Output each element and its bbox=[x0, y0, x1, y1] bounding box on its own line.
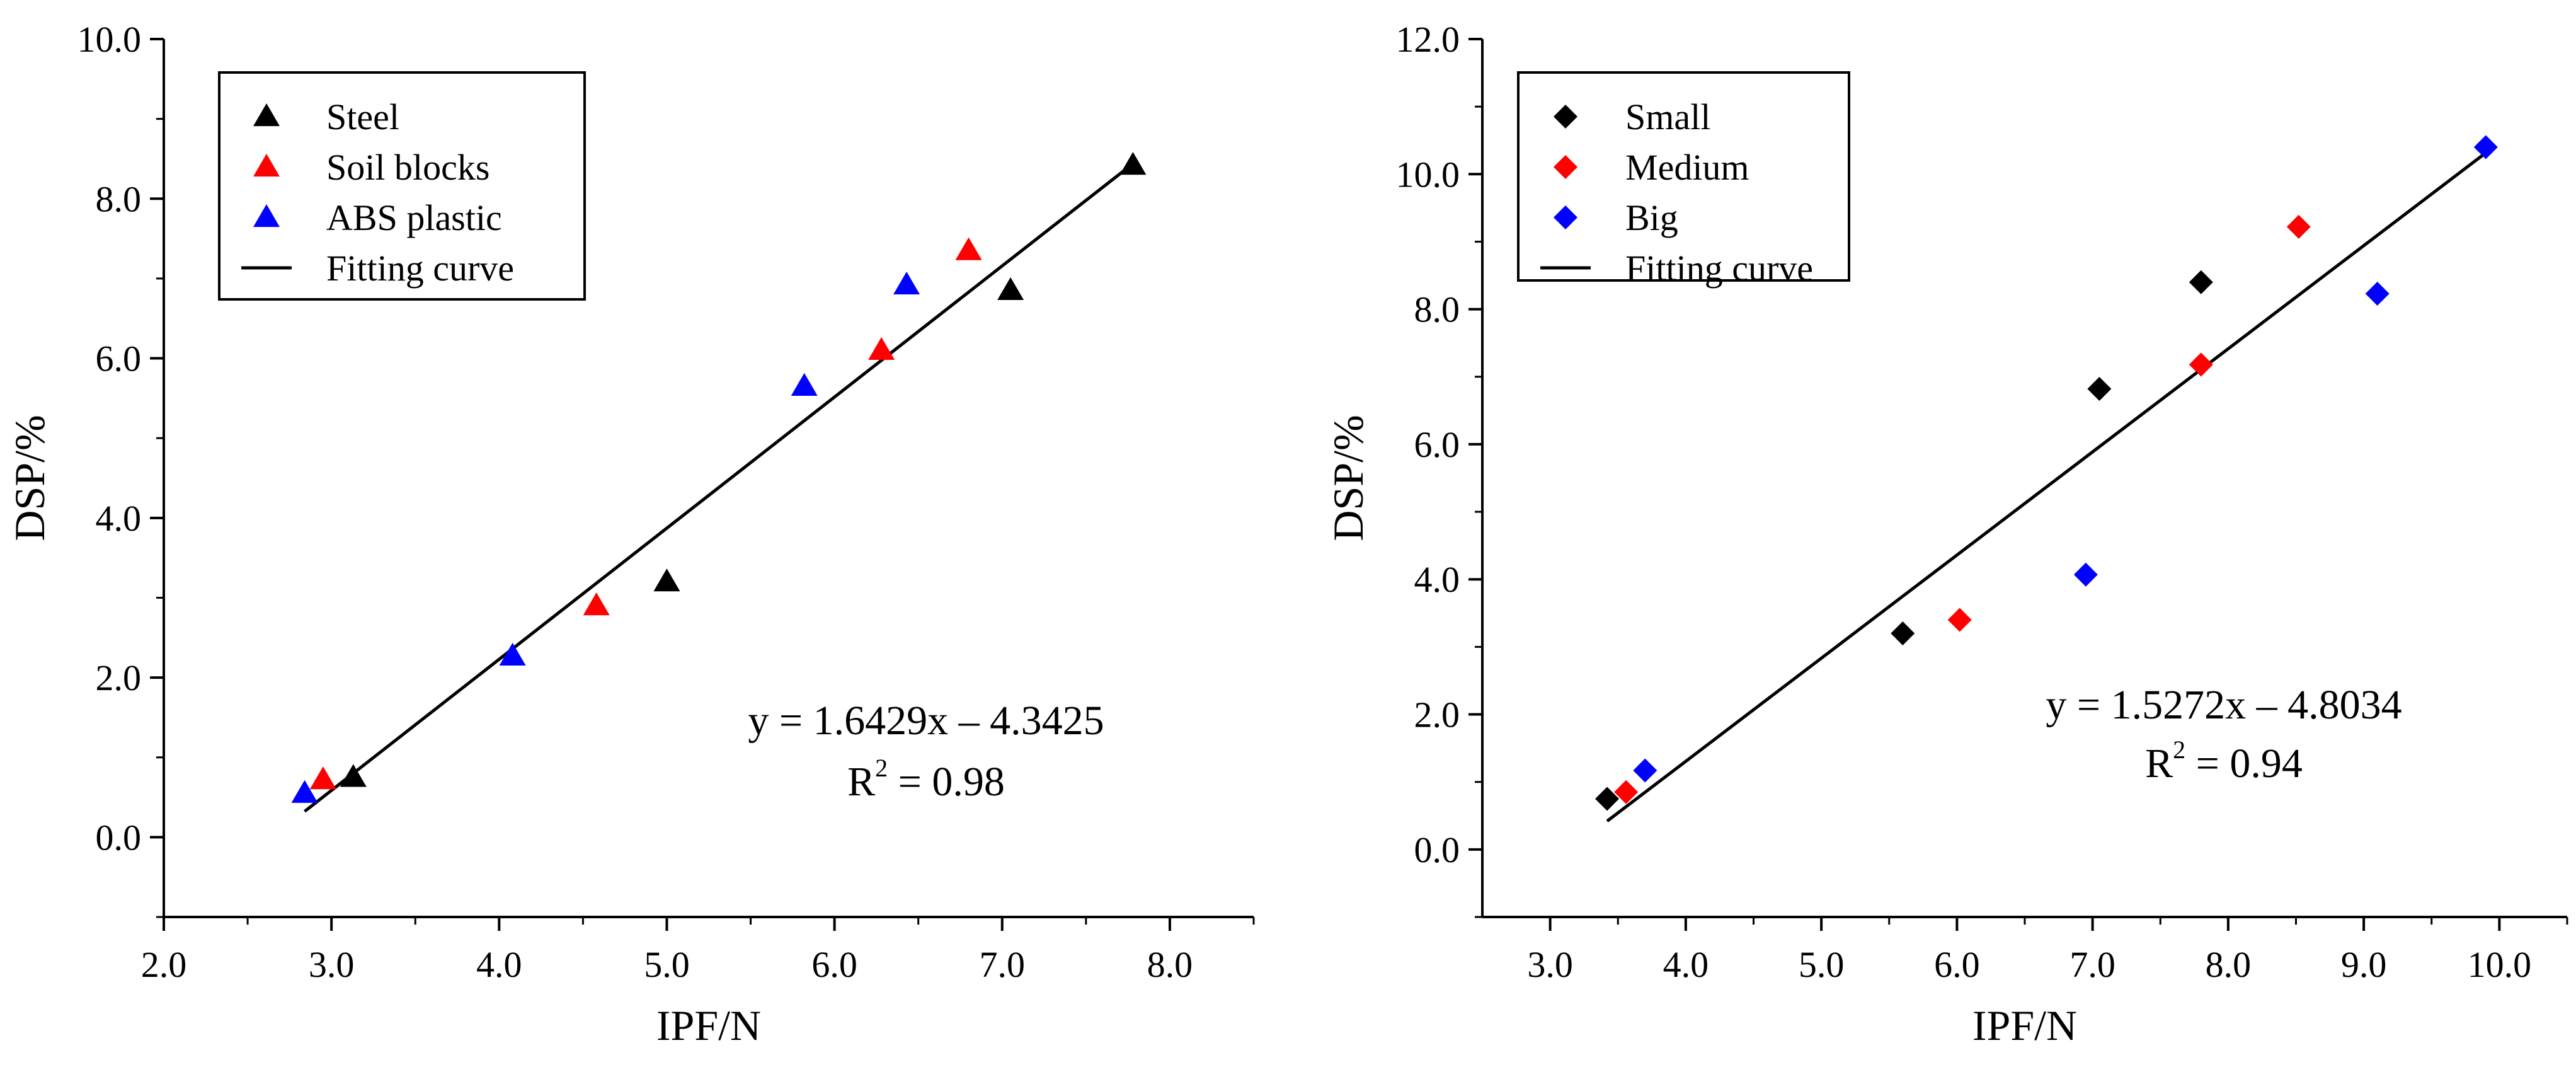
fit-r-squared: R2 = 0.94 bbox=[2145, 735, 2303, 787]
y-tick-label: 10.0 bbox=[1396, 154, 1460, 195]
y-tick-label: 2.0 bbox=[1414, 695, 1460, 735]
point-soil-blocks bbox=[868, 337, 895, 360]
point-soil-blocks bbox=[583, 592, 610, 616]
legend-label: Fitting curve bbox=[1625, 248, 1813, 289]
point-steel bbox=[653, 568, 680, 592]
legend-marker bbox=[253, 154, 280, 177]
y-tick-label: 8.0 bbox=[1414, 289, 1460, 330]
legend-label: Small bbox=[1625, 96, 1710, 137]
x-tick-label: 10.0 bbox=[2468, 944, 2532, 985]
point-small bbox=[1891, 621, 1915, 645]
point-big bbox=[2473, 135, 2498, 159]
legend-marker bbox=[1554, 155, 1577, 179]
point-small bbox=[2189, 270, 2213, 294]
r2-value: = 0.94 bbox=[2185, 741, 2303, 787]
x-tick-label: 6.0 bbox=[1934, 944, 1980, 985]
fitting-curve-line bbox=[304, 159, 1138, 813]
legend-label: ABS plastic bbox=[326, 197, 502, 238]
point-abs-plastic bbox=[791, 372, 818, 396]
fit-r-squared: R2 = 0.98 bbox=[847, 754, 1005, 805]
point-small bbox=[1595, 787, 1620, 811]
legend-marker bbox=[253, 204, 280, 228]
x-tick-label: 3.0 bbox=[1527, 944, 1573, 985]
y-tick-label: 4.0 bbox=[96, 498, 142, 539]
legend-label: Soil blocks bbox=[326, 147, 489, 188]
point-abs-plastic bbox=[499, 642, 526, 666]
y-tick-label: 0.0 bbox=[1414, 829, 1460, 870]
legend-marker bbox=[253, 103, 280, 127]
x-tick-label: 2.0 bbox=[141, 944, 187, 985]
legend-label: Steel bbox=[326, 96, 399, 137]
point-big bbox=[2073, 562, 2098, 587]
y-tick-label: 6.0 bbox=[96, 338, 142, 379]
x-tick-label: 6.0 bbox=[811, 944, 857, 985]
point-steel bbox=[340, 764, 367, 787]
x-tick-label: 9.0 bbox=[2341, 944, 2387, 985]
x-axis-label: IPF/N bbox=[1972, 1001, 2077, 1049]
y-axis-label: DSP/% bbox=[6, 415, 54, 541]
r2-value: = 0.98 bbox=[888, 759, 1005, 805]
y-tick-label: 12.0 bbox=[1396, 19, 1460, 60]
r2-label: R bbox=[847, 759, 875, 805]
x-tick-label: 8.0 bbox=[2206, 944, 2252, 985]
legend-label: Big bbox=[1625, 197, 1678, 238]
point-medium bbox=[2286, 214, 2311, 239]
x-tick-label: 3.0 bbox=[309, 944, 355, 985]
point-big bbox=[1633, 758, 1657, 783]
x-axis-label: IPF/N bbox=[656, 1001, 761, 1049]
r2-superscript: 2 bbox=[875, 754, 888, 782]
point-medium bbox=[2189, 352, 2213, 377]
point-big bbox=[2365, 281, 2390, 306]
r2-label: R bbox=[2145, 741, 2173, 787]
chart-left: 2.0 3.0 4.0 5.0 6.0 7.0 8.0 0.0 2.0 4.0 6.0 8.0 10.0… bbox=[6, 19, 1255, 1049]
point-small bbox=[2087, 377, 2112, 401]
x-tick-label: 7.0 bbox=[2069, 944, 2115, 985]
y-axis-label: DSP/% bbox=[1324, 415, 1372, 541]
fit-equation: y = 1.5272x – 4.8034 bbox=[2046, 682, 2401, 728]
chart-right: 3.0 4.0 5.0 6.0 7.0 8.0 9.0 10.0 0.0 2.0 4.0 6.0 8.0… bbox=[1324, 19, 2568, 1049]
x-tick-label: 8.0 bbox=[1147, 944, 1193, 985]
y-tick-label: 4.0 bbox=[1414, 559, 1460, 600]
point-abs-plastic bbox=[291, 780, 318, 803]
x-tick-label: 7.0 bbox=[980, 944, 1026, 985]
r2-superscript: 2 bbox=[2173, 735, 2185, 764]
x-tick-label: 4.0 bbox=[1663, 944, 1709, 985]
point-soil-blocks bbox=[309, 766, 336, 790]
legend-marker bbox=[1554, 205, 1577, 229]
x-tick-label: 5.0 bbox=[1799, 944, 1845, 985]
legend-marker bbox=[1554, 105, 1577, 129]
point-soil-blocks bbox=[955, 237, 982, 260]
point-medium bbox=[1947, 608, 1972, 632]
legend-label: Fitting curve bbox=[326, 248, 514, 289]
y-tick-label: 2.0 bbox=[96, 657, 142, 698]
fitting-curve-line bbox=[1606, 151, 2487, 822]
point-abs-plastic bbox=[893, 272, 920, 295]
y-tick-label: 10.0 bbox=[77, 19, 142, 60]
y-tick-label: 6.0 bbox=[1414, 424, 1460, 465]
point-medium bbox=[1614, 780, 1639, 804]
x-tick-label: 4.0 bbox=[476, 944, 522, 985]
point-steel bbox=[1119, 152, 1147, 175]
fit-equation: y = 1.6429x – 4.3425 bbox=[748, 698, 1104, 744]
y-tick-label: 0.0 bbox=[96, 817, 142, 858]
legend-box bbox=[218, 71, 586, 301]
legend-label: Medium bbox=[1625, 147, 1749, 188]
x-tick-label: 5.0 bbox=[644, 944, 690, 985]
legend-box bbox=[1517, 71, 1850, 282]
y-tick-label: 8.0 bbox=[96, 178, 142, 219]
point-steel bbox=[997, 277, 1024, 301]
